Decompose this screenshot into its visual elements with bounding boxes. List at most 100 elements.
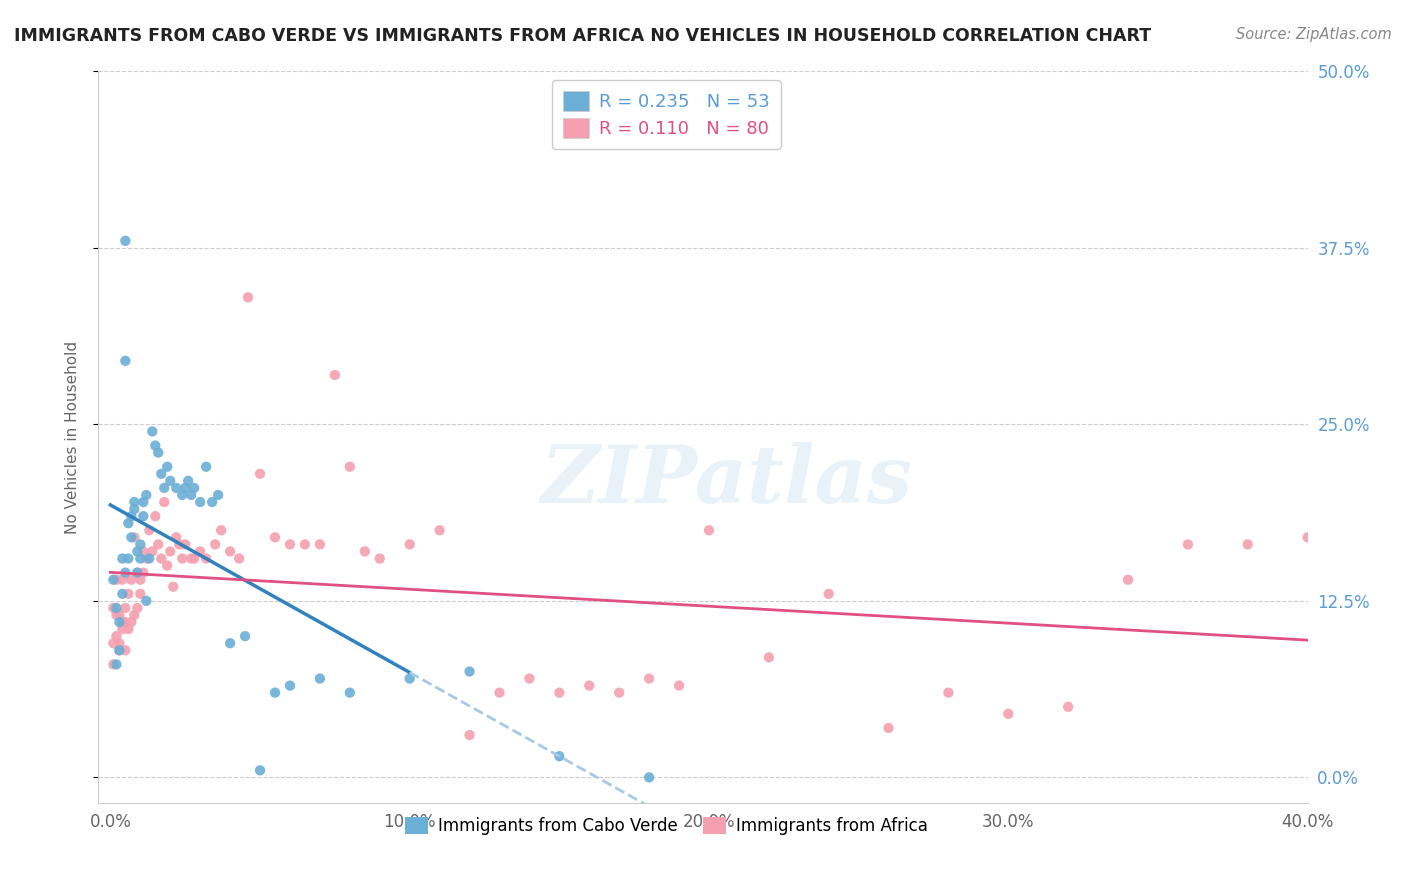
Point — [141, 544, 163, 558]
Point — [249, 764, 271, 778]
Point — [1177, 537, 1199, 551]
Point — [127, 566, 149, 580]
Point — [519, 672, 541, 686]
Point — [129, 587, 152, 601]
Point — [108, 615, 131, 629]
Point — [488, 686, 510, 700]
Y-axis label: No Vehicles in Household: No Vehicles in Household — [65, 341, 80, 533]
Point — [697, 523, 720, 537]
Point — [138, 551, 160, 566]
Point — [249, 467, 271, 481]
Text: Source: ZipAtlas.com: Source: ZipAtlas.com — [1236, 27, 1392, 42]
Point — [278, 537, 301, 551]
Point — [153, 495, 176, 509]
Point — [817, 587, 839, 601]
Point — [124, 495, 146, 509]
Point — [159, 544, 181, 558]
Point — [195, 551, 218, 566]
Point — [105, 629, 128, 643]
Point — [180, 488, 202, 502]
Point — [219, 636, 242, 650]
Point — [353, 544, 375, 558]
Point — [124, 502, 146, 516]
Point — [278, 679, 301, 693]
Point — [132, 495, 155, 509]
Point — [117, 551, 139, 566]
Point — [108, 607, 131, 622]
Point — [114, 615, 136, 629]
Point — [159, 474, 181, 488]
Point — [114, 354, 136, 368]
Point — [105, 601, 128, 615]
Point — [150, 551, 173, 566]
Point — [141, 425, 163, 439]
Point — [183, 481, 205, 495]
Point — [111, 615, 134, 629]
Point — [264, 530, 287, 544]
Point — [209, 523, 232, 537]
Point — [129, 573, 152, 587]
Point — [578, 679, 600, 693]
Point — [114, 234, 136, 248]
Point — [148, 445, 170, 459]
Point — [132, 566, 155, 580]
Point — [111, 573, 134, 587]
Point — [174, 481, 197, 495]
Point — [108, 643, 131, 657]
Point — [135, 551, 157, 566]
Point — [233, 629, 256, 643]
Point — [108, 636, 131, 650]
Point — [548, 749, 571, 764]
Point — [877, 721, 900, 735]
Point — [548, 686, 571, 700]
Text: ZIPatlas: ZIPatlas — [541, 442, 914, 520]
Legend: Immigrants from Cabo Verde, Immigrants from Africa: Immigrants from Cabo Verde, Immigrants f… — [398, 811, 935, 842]
Point — [339, 686, 361, 700]
Point — [127, 601, 149, 615]
Point — [177, 474, 200, 488]
Point — [124, 607, 146, 622]
Point — [156, 459, 179, 474]
Point — [143, 438, 166, 452]
Point — [120, 530, 142, 544]
Point — [368, 551, 391, 566]
Point — [180, 551, 202, 566]
Point — [188, 544, 211, 558]
Point — [458, 665, 481, 679]
Point — [114, 643, 136, 657]
Point — [294, 537, 316, 551]
Point — [638, 672, 661, 686]
Point — [138, 523, 160, 537]
Point — [127, 544, 149, 558]
Point — [129, 551, 152, 566]
Point — [132, 544, 155, 558]
Point — [135, 488, 157, 502]
Point — [204, 537, 226, 551]
Point — [195, 459, 218, 474]
Point — [143, 509, 166, 524]
Point — [201, 495, 224, 509]
Point — [111, 551, 134, 566]
Point — [607, 686, 630, 700]
Point — [105, 607, 128, 622]
Point — [108, 643, 131, 657]
Point — [117, 622, 139, 636]
Point — [219, 544, 242, 558]
Point — [135, 594, 157, 608]
Point — [148, 537, 170, 551]
Point — [129, 537, 152, 551]
Point — [153, 481, 176, 495]
Point — [167, 537, 190, 551]
Point — [150, 467, 173, 481]
Point — [124, 530, 146, 544]
Point — [165, 481, 187, 495]
Point — [114, 601, 136, 615]
Point — [429, 523, 451, 537]
Point — [323, 368, 346, 382]
Point — [458, 728, 481, 742]
Point — [207, 488, 229, 502]
Point — [174, 537, 197, 551]
Point — [103, 636, 125, 650]
Point — [264, 686, 287, 700]
Point — [103, 657, 125, 672]
